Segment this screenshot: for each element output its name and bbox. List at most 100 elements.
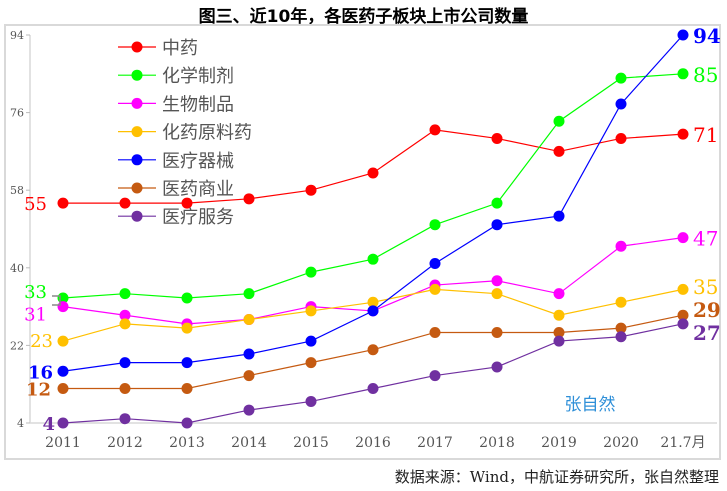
data-point	[491, 132, 503, 144]
data-point	[243, 314, 255, 326]
start-value-label: 16	[28, 362, 53, 383]
data-point	[553, 288, 565, 300]
y-tick-label: 94	[10, 29, 24, 42]
data-point	[305, 357, 317, 369]
data-point	[677, 128, 689, 140]
legend-label: 中药	[162, 38, 198, 59]
data-point	[367, 167, 379, 179]
data-point	[181, 292, 193, 304]
legend-label: 化学制剂	[162, 66, 234, 87]
x-tick-label: 2013	[169, 435, 205, 451]
data-point	[181, 357, 193, 369]
data-point	[305, 305, 317, 317]
data-point	[429, 124, 441, 136]
legend-marker	[131, 97, 143, 109]
data-point	[553, 309, 565, 321]
data-point	[119, 383, 131, 395]
end-value-label: 94	[693, 24, 721, 48]
x-tick-label: 2018	[479, 435, 515, 451]
end-value-label: 35	[693, 275, 718, 299]
end-value-label: 29	[693, 298, 721, 322]
data-point	[119, 197, 131, 209]
data-point	[367, 305, 379, 317]
data-point	[119, 357, 131, 369]
y-tick-label: 40	[10, 262, 24, 275]
data-point	[429, 219, 441, 231]
watermark: 张自然	[565, 395, 616, 415]
source-note: 数据来源：Wind，中航证券研究所，张自然整理	[394, 468, 719, 486]
legend-label: 医疗服务	[162, 207, 234, 228]
data-point	[491, 326, 503, 338]
data-point	[305, 335, 317, 347]
y-tick-label: 58	[10, 184, 24, 197]
legend-marker	[131, 41, 143, 53]
data-point	[615, 72, 627, 84]
data-point	[553, 335, 565, 347]
data-point	[243, 288, 255, 300]
data-point	[677, 283, 689, 295]
data-point	[491, 275, 503, 287]
data-point	[367, 253, 379, 265]
x-tick-label: 2015	[293, 435, 329, 451]
data-point	[57, 383, 69, 395]
data-point	[181, 417, 193, 429]
legend-marker	[131, 126, 143, 138]
data-point	[677, 68, 689, 80]
data-point	[119, 309, 131, 321]
legend-label: 生物制品	[162, 94, 234, 115]
data-point	[429, 283, 441, 295]
data-point	[305, 184, 317, 196]
data-point	[181, 322, 193, 334]
x-tick-label: 21.7月	[660, 435, 705, 451]
series-line-0	[63, 129, 684, 204]
end-value-label: 71	[693, 123, 718, 147]
end-value-label: 85	[693, 63, 718, 87]
data-point	[615, 331, 627, 343]
x-tick-label: 2017	[417, 435, 453, 451]
data-point	[305, 395, 317, 407]
y-tick-label: 22	[10, 339, 24, 352]
start-value-label: 4	[42, 414, 55, 435]
data-point	[615, 322, 627, 334]
legend-label: 医药商业	[162, 179, 234, 200]
data-point	[615, 132, 627, 144]
label-bracket	[52, 295, 61, 306]
legend-label: 化药原料药	[162, 123, 252, 144]
data-point	[243, 193, 255, 205]
data-point	[57, 417, 69, 429]
legend-label: 医疗器械	[162, 151, 234, 172]
chart-frame	[4, 24, 721, 460]
data-point	[181, 383, 193, 395]
data-point	[57, 301, 69, 313]
legend-marker	[131, 69, 143, 81]
data-point	[491, 197, 503, 209]
data-point	[243, 404, 255, 416]
data-point	[57, 335, 69, 347]
data-point	[677, 318, 689, 330]
data-point	[615, 98, 627, 110]
data-point	[243, 348, 255, 360]
end-value-label: 27	[693, 321, 721, 345]
data-point	[429, 326, 441, 338]
data-point	[615, 296, 627, 308]
data-point	[491, 219, 503, 231]
data-point	[119, 413, 131, 425]
data-point	[615, 240, 627, 252]
x-tick-label: 2016	[355, 435, 391, 451]
data-point	[553, 115, 565, 127]
data-point	[57, 197, 69, 209]
data-point	[119, 318, 131, 330]
data-point	[367, 383, 379, 395]
legend-marker	[131, 154, 143, 166]
start-value-label: 33	[24, 282, 47, 303]
data-point	[677, 29, 689, 41]
data-point	[491, 288, 503, 300]
x-tick-label: 2012	[107, 435, 143, 451]
start-value-label: 12	[26, 380, 51, 401]
end-value-label: 47	[693, 227, 718, 251]
data-point	[367, 344, 379, 356]
data-point	[429, 257, 441, 269]
data-point	[367, 296, 379, 308]
data-point	[553, 145, 565, 157]
